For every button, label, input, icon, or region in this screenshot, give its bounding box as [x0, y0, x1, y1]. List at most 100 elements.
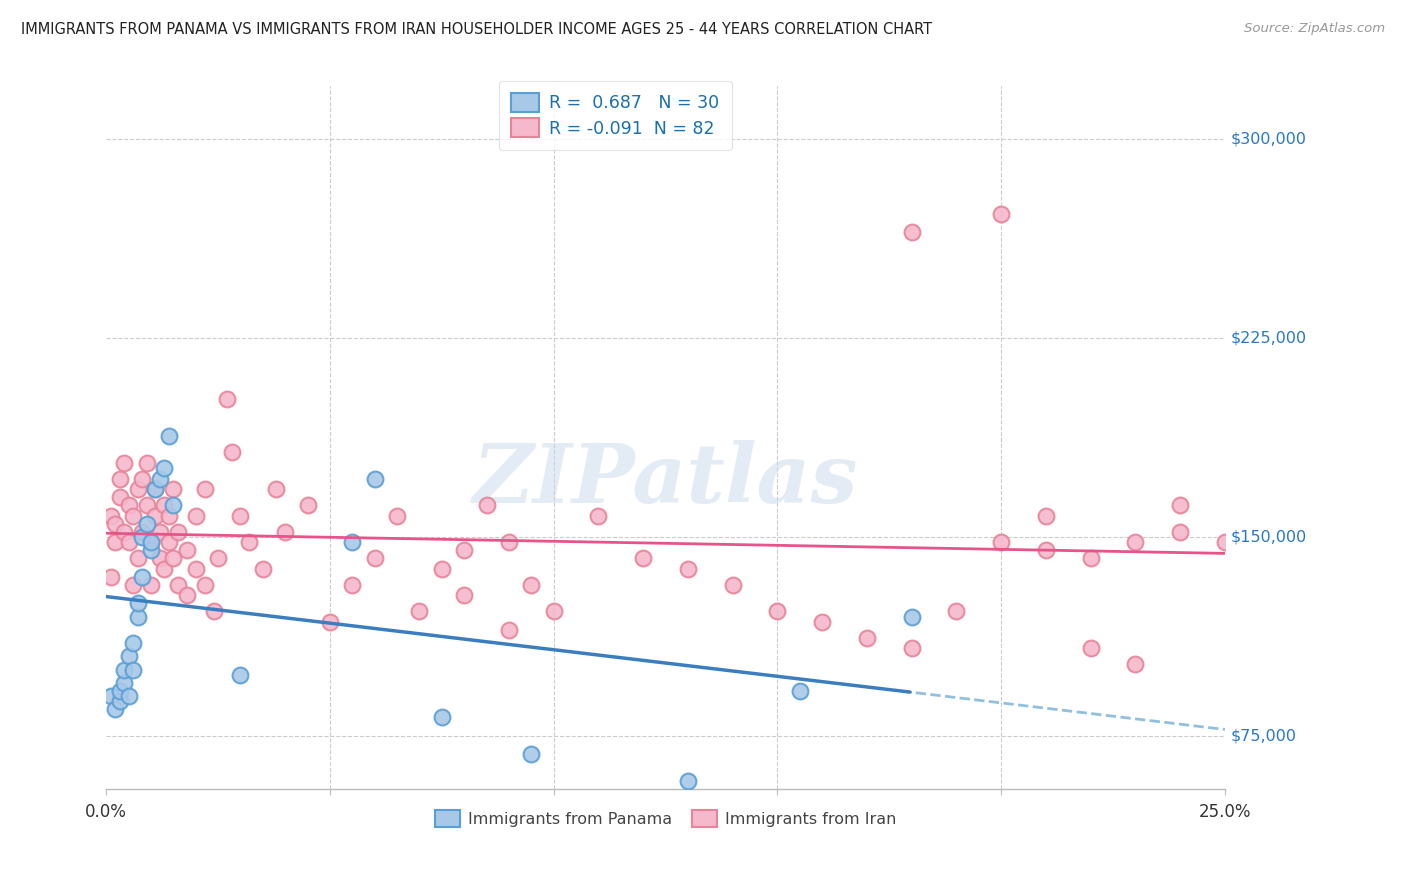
Point	[176, 543, 198, 558]
Point	[364, 472, 387, 486]
Point	[122, 578, 145, 592]
Point	[127, 596, 149, 610]
Point	[229, 508, 252, 523]
Point	[139, 535, 162, 549]
Point	[297, 498, 319, 512]
Point	[166, 524, 188, 539]
Point	[117, 689, 139, 703]
Point	[131, 530, 153, 544]
Point	[238, 535, 260, 549]
Point	[112, 524, 135, 539]
Text: $75,000: $75,000	[1230, 729, 1296, 743]
Point	[122, 508, 145, 523]
Point	[162, 551, 184, 566]
Text: IMMIGRANTS FROM PANAMA VS IMMIGRANTS FROM IRAN HOUSEHOLDER INCOME AGES 25 - 44 Y: IMMIGRANTS FROM PANAMA VS IMMIGRANTS FRO…	[21, 22, 932, 37]
Point	[990, 535, 1012, 549]
Point	[364, 551, 387, 566]
Point	[453, 543, 475, 558]
Point	[342, 535, 364, 549]
Point	[153, 461, 176, 475]
Point	[408, 604, 430, 618]
Point	[266, 483, 288, 497]
Point	[122, 663, 145, 677]
Point	[131, 472, 153, 486]
Legend: Immigrants from Panama, Immigrants from Iran: Immigrants from Panama, Immigrants from …	[429, 804, 903, 834]
Point	[990, 206, 1012, 220]
Point	[162, 498, 184, 512]
Point	[135, 498, 157, 512]
Point	[229, 668, 252, 682]
Point	[856, 631, 879, 645]
Point	[385, 508, 408, 523]
Point	[202, 604, 225, 618]
Point	[1080, 551, 1102, 566]
Point	[145, 483, 167, 497]
Point	[112, 456, 135, 470]
Point	[162, 483, 184, 497]
Point	[157, 508, 180, 523]
Point	[122, 636, 145, 650]
Point	[1125, 657, 1147, 672]
Point	[1080, 641, 1102, 656]
Point	[194, 483, 217, 497]
Point	[184, 562, 207, 576]
Point	[520, 578, 543, 592]
Point	[176, 588, 198, 602]
Point	[127, 551, 149, 566]
Point	[112, 663, 135, 677]
Point	[131, 570, 153, 584]
Point	[215, 392, 238, 407]
Point	[475, 498, 498, 512]
Point	[131, 524, 153, 539]
Point	[430, 562, 453, 576]
Point	[112, 676, 135, 690]
Point	[104, 516, 127, 531]
Point	[100, 508, 122, 523]
Text: $225,000: $225,000	[1230, 331, 1306, 346]
Point	[145, 483, 167, 497]
Point	[252, 562, 274, 576]
Point	[135, 456, 157, 470]
Point	[543, 604, 565, 618]
Point	[453, 588, 475, 602]
Point	[127, 609, 149, 624]
Point	[135, 516, 157, 531]
Text: ZIPatlas: ZIPatlas	[472, 440, 858, 520]
Point	[1035, 508, 1057, 523]
Point	[900, 225, 922, 239]
Point	[117, 535, 139, 549]
Point	[766, 604, 789, 618]
Point	[498, 623, 520, 637]
Point	[157, 429, 180, 443]
Point	[157, 535, 180, 549]
Point	[1168, 498, 1191, 512]
Point	[721, 578, 744, 592]
Point	[274, 524, 297, 539]
Point	[207, 551, 229, 566]
Point	[342, 578, 364, 592]
Point	[166, 578, 188, 592]
Point	[184, 508, 207, 523]
Point	[588, 508, 610, 523]
Point	[900, 609, 922, 624]
Point	[221, 445, 243, 459]
Point	[108, 694, 131, 708]
Text: $300,000: $300,000	[1230, 132, 1306, 147]
Point	[145, 508, 167, 523]
Text: $150,000: $150,000	[1230, 530, 1306, 544]
Point	[149, 524, 172, 539]
Point	[1168, 524, 1191, 539]
Point	[117, 649, 139, 664]
Point	[1125, 535, 1147, 549]
Point	[430, 710, 453, 724]
Point	[149, 472, 172, 486]
Point	[1035, 543, 1057, 558]
Point	[149, 551, 172, 566]
Point	[100, 689, 122, 703]
Point	[100, 570, 122, 584]
Point	[104, 702, 127, 716]
Point	[153, 562, 176, 576]
Point	[153, 498, 176, 512]
Point	[104, 535, 127, 549]
Point	[139, 535, 162, 549]
